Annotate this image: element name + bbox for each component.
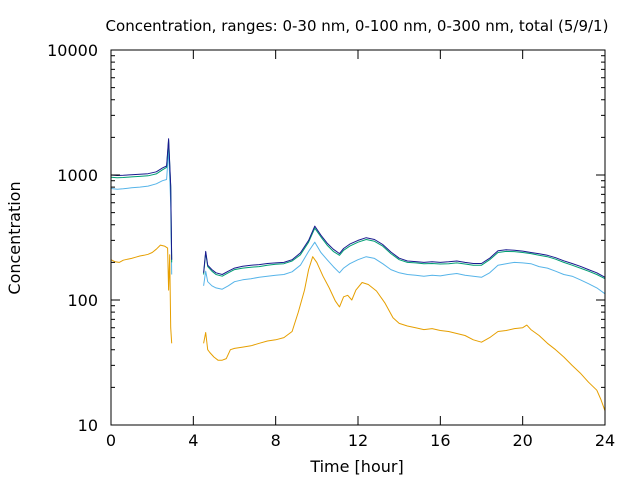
series-3-line [110, 139, 173, 263]
x-tick-label: 4 [188, 431, 198, 450]
series-4-line [110, 138, 173, 260]
y-tick-label: 1000 [57, 166, 98, 185]
series-4-line [203, 225, 606, 278]
x-tick-label: 8 [271, 431, 281, 450]
series-layer [110, 138, 606, 411]
x-tick-label: 16 [430, 431, 450, 450]
x-axis-label: Time [hour] [309, 457, 403, 476]
x-tick-label: 20 [512, 431, 532, 450]
x-tick-label: 0 [106, 431, 116, 450]
series-2-line [203, 241, 606, 295]
x-tick-label: 12 [348, 431, 368, 450]
y-tick-label: 100 [67, 291, 98, 310]
y-tick-label: 10 [78, 416, 98, 435]
chart-title: Concentration, ranges: 0-30 nm, 0-100 nm… [106, 17, 609, 35]
x-tick-label: 24 [595, 431, 615, 450]
y-axis-label: Concentration [5, 181, 24, 294]
axis-layer: 0 4 8 12 16 20 24 10 100 1000 10000 [47, 41, 615, 450]
y-tick-label: 10000 [47, 41, 98, 60]
series-1-line [203, 256, 606, 411]
series-1-line [110, 244, 173, 344]
series-3-line [203, 227, 606, 280]
plot-frame [110, 49, 606, 426]
